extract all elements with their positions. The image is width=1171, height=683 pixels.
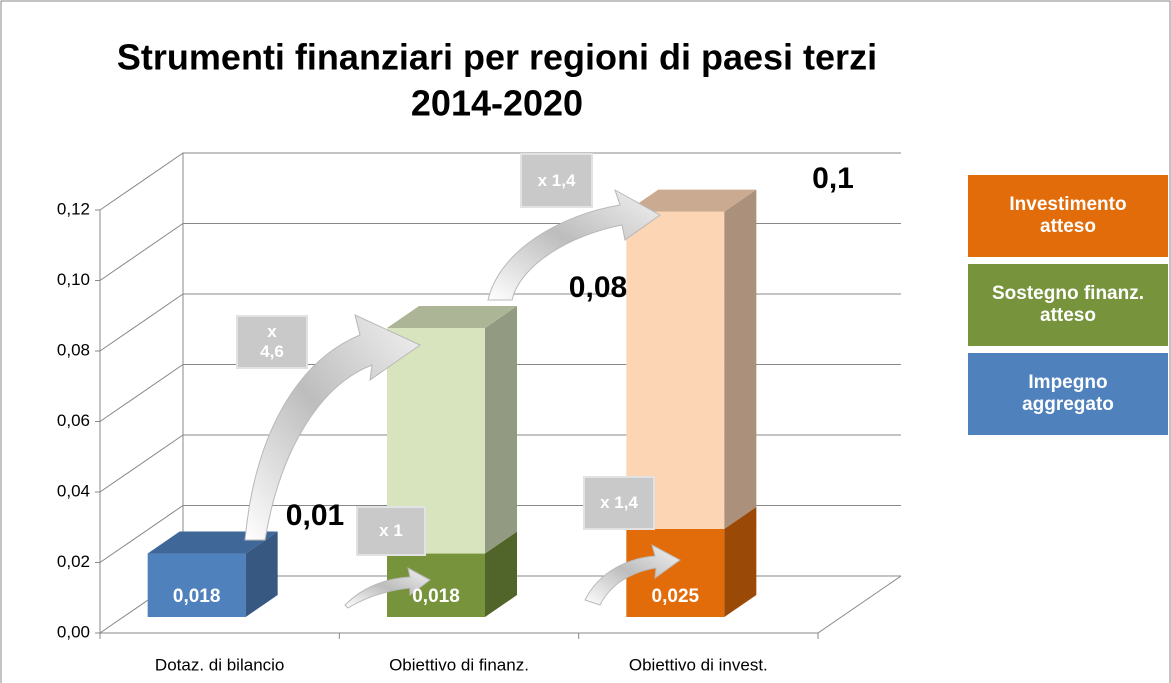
y-tick-label: 0,04	[57, 481, 90, 500]
chart-subtitle: 2014-2020	[411, 83, 583, 124]
grid-line	[99, 152, 901, 211]
bar-side	[245, 531, 278, 617]
value-label: 0,025	[652, 586, 700, 607]
multiplier-label: x 1,4	[600, 493, 638, 512]
bar	[147, 553, 246, 617]
y-tick-label: 0,12	[57, 199, 90, 218]
bar-side	[724, 189, 757, 529]
x-tick-label: Dotaz. di bilancio	[155, 655, 284, 674]
multiplier-label: x 1,4	[537, 170, 576, 190]
value-label: 0,018	[412, 586, 460, 607]
legend-item: Impegno aggregato	[968, 353, 1168, 435]
y-tick-label: 0,00	[57, 622, 90, 641]
x-tick-label: Obiettivo di invest.	[629, 655, 768, 674]
value-label: 0,018	[173, 586, 221, 607]
total-label: 0,01	[286, 499, 344, 532]
legend-item: Investimento atteso	[968, 175, 1168, 257]
y-tick-label: 0,08	[57, 340, 90, 359]
total-label: 0,1	[812, 162, 854, 195]
multiplier-box: x 4,6	[236, 315, 308, 369]
y-tick-label: 0,06	[57, 411, 90, 430]
multiplier-label: x 4,6	[260, 322, 284, 361]
total-label: 0,08	[569, 271, 627, 304]
arrow	[344, 567, 431, 609]
legend-item: Sostegno finanz. atteso	[968, 264, 1168, 346]
arrow	[244, 314, 421, 541]
multiplier-box: x 1	[356, 506, 426, 556]
y-tick-label: 0,10	[57, 270, 90, 289]
multiplier-box: x 1,4	[583, 476, 655, 530]
labels: 0,00 0,02 0,04 0,06 0,08 0,10 0,12 Dotaz. di bi…	[57, 162, 854, 675]
arrow	[584, 544, 681, 606]
bar-side	[485, 305, 517, 554]
bar-top	[387, 305, 517, 328]
multiplier-label: x 1	[379, 521, 403, 540]
bar-side	[724, 506, 757, 617]
arrows	[244, 188, 681, 609]
bar-top	[626, 189, 757, 212]
multiplier-box: x 1,4	[520, 153, 593, 208]
bar	[626, 528, 725, 617]
x-tick-label: Obiettivo di finanz.	[389, 655, 529, 674]
chart-title: Strumenti finanziari per regioni di paes…	[117, 37, 877, 78]
y-tick-label: 0,02	[57, 552, 90, 571]
bar-side	[485, 531, 517, 617]
arrow	[487, 188, 661, 301]
